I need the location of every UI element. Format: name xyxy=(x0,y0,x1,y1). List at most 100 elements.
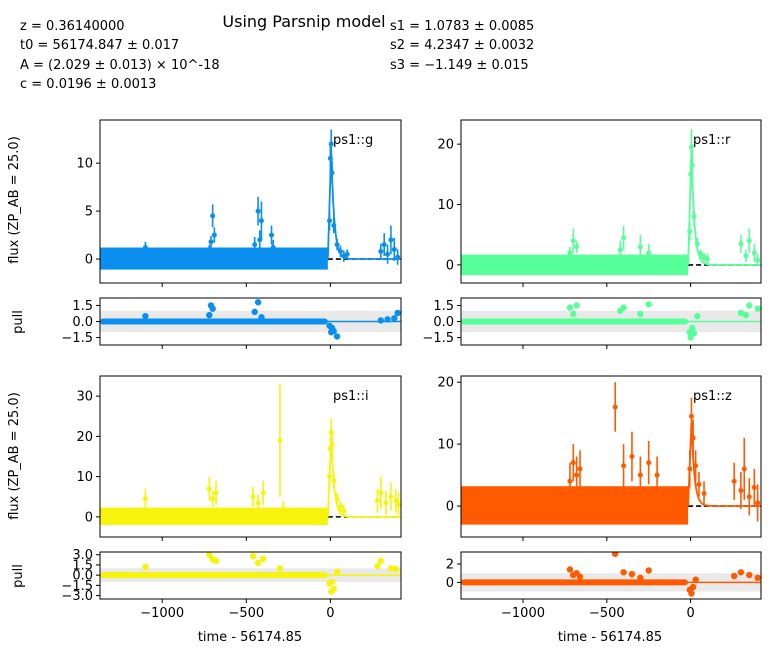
pull-point xyxy=(209,305,216,312)
pull-point xyxy=(746,571,753,579)
data-point xyxy=(743,253,749,259)
pull-panel-i: −3.0−1.50.01.53.0 −1000 −500 0 xyxy=(61,548,402,621)
y-tick-label: 2 xyxy=(446,557,454,572)
data-point xyxy=(260,490,266,496)
pull-point xyxy=(212,557,220,565)
x-tick-label: −1000 xyxy=(140,606,184,621)
data-point xyxy=(738,488,744,494)
data-point xyxy=(741,466,747,472)
data-point xyxy=(751,484,757,490)
data-point xyxy=(327,155,333,161)
data-bulk xyxy=(100,247,328,270)
data-bulk xyxy=(461,486,689,525)
data-point xyxy=(755,500,761,506)
model-curve xyxy=(327,148,401,260)
data-point xyxy=(374,498,380,504)
param-line: c = 0.0196 ± 0.0013 xyxy=(20,77,156,92)
data-point xyxy=(344,251,350,257)
pull-panel-r: −1.50.01.5 xyxy=(422,297,762,349)
y-tick-label: 0 xyxy=(85,510,93,525)
data-point xyxy=(269,232,275,238)
data-point xyxy=(751,250,757,256)
pull-point xyxy=(259,555,267,563)
data-point xyxy=(393,498,399,504)
param-line: s3 = −1.149 ± 0.015 xyxy=(390,58,529,73)
flux-panel-r: 0 10 20 ps1::r xyxy=(437,119,762,287)
param-line: s2 = 4.2347 ± 0.0032 xyxy=(390,38,534,53)
pull-point xyxy=(142,563,149,571)
y-tick-label: 20 xyxy=(437,376,454,391)
data-point xyxy=(621,235,627,241)
data-point xyxy=(331,222,337,228)
data-point xyxy=(687,229,693,235)
data-point xyxy=(391,246,397,252)
data-point xyxy=(574,472,580,478)
data-point xyxy=(694,241,700,247)
x-tick-label: −1000 xyxy=(501,606,545,621)
data-point xyxy=(383,500,389,506)
data-point xyxy=(612,404,618,410)
plot-area xyxy=(461,382,761,525)
data-point xyxy=(327,474,333,480)
param-line: s1 = 1.0783 ± 0.0085 xyxy=(390,19,534,34)
pull-bulk xyxy=(100,572,328,579)
pull-point xyxy=(384,316,391,323)
pull-point xyxy=(620,304,627,311)
data-point xyxy=(687,466,693,472)
flux-ylabel-bottom: flux (ZP_AB = 25.0) xyxy=(7,392,22,520)
data-point xyxy=(690,435,696,441)
y-tick-label: 0.0 xyxy=(433,315,454,330)
params-left: z = 0.36140000 t0 = 56174.847 ± 0.017 A … xyxy=(20,19,220,92)
pull-point xyxy=(566,304,574,311)
y-tick-label: 20 xyxy=(76,430,93,445)
pull-area xyxy=(461,301,761,341)
pull-point xyxy=(746,302,753,309)
pull-point xyxy=(391,315,398,322)
data-point xyxy=(381,242,387,248)
data-point xyxy=(570,460,576,466)
data-point xyxy=(746,238,752,244)
axes-frame xyxy=(460,119,762,284)
pull-point xyxy=(637,574,644,582)
y-tick-label: 10 xyxy=(76,157,93,172)
pull-point xyxy=(754,574,761,582)
y-tick-label: 10 xyxy=(437,198,454,213)
pull-point xyxy=(374,563,381,570)
plot-area xyxy=(100,384,401,525)
pull-point xyxy=(258,314,265,321)
pull-point xyxy=(570,310,577,318)
data-point xyxy=(210,496,216,502)
pull-bulk xyxy=(461,318,689,325)
data-point xyxy=(385,251,391,257)
data-point xyxy=(334,496,340,502)
pull-point xyxy=(330,585,337,592)
y-tick-label: 1.5 xyxy=(72,558,93,573)
pull-area xyxy=(100,299,401,340)
flux-ylabel-top: flux (ZP_AB = 25.0) xyxy=(7,136,22,264)
data-point xyxy=(691,214,697,220)
data-point xyxy=(570,238,576,244)
pull-point xyxy=(742,311,750,319)
data-point xyxy=(755,257,761,263)
pull-point xyxy=(628,570,636,578)
data-point xyxy=(629,454,635,459)
band-label: ps1::i xyxy=(333,389,369,404)
data-point xyxy=(210,213,216,219)
data-point xyxy=(252,242,258,248)
data-point xyxy=(731,478,737,484)
y-tick-label: −3.0 xyxy=(61,589,93,604)
pull-point xyxy=(142,312,149,320)
data-point xyxy=(693,463,699,469)
data-point xyxy=(142,245,148,251)
y-tick-label: 0 xyxy=(446,500,454,515)
pull-point xyxy=(333,568,341,575)
pull-bulk xyxy=(100,318,328,325)
pull-ylabel-top: pull xyxy=(11,310,26,334)
pull-point xyxy=(333,333,341,340)
data-point xyxy=(621,463,627,469)
pull-point xyxy=(645,567,652,574)
pull-point xyxy=(620,569,627,576)
data-point xyxy=(701,491,707,497)
plot-area xyxy=(100,129,401,270)
xlabel-left: time - 56174.85 xyxy=(198,630,302,645)
